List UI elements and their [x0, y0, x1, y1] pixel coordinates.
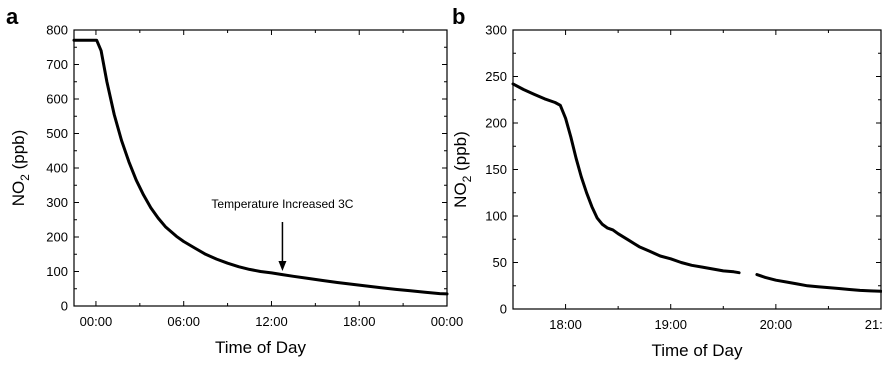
y-tick-label: 150 — [485, 162, 507, 177]
y-tick-label: 600 — [46, 92, 68, 107]
annotation-text: Temperature Increased 3C — [211, 197, 353, 211]
panel-letter-b: b — [452, 4, 465, 29]
y-axis-title: NO2 (ppb) — [9, 130, 32, 207]
panel-letter-a: a — [6, 4, 19, 29]
x-tick-label: 12:00 — [255, 314, 288, 329]
x-tick-label: 18:00 — [549, 317, 582, 332]
panel-a: a 0 100 200 300 400 500 600 700 800 00:00 06:00 12:0… — [6, 4, 463, 357]
annotation-arrow-head — [278, 260, 287, 271]
y-tick-label: 400 — [46, 161, 68, 176]
y-tick-label: 700 — [46, 57, 68, 72]
y-tick-label: 100 — [46, 264, 68, 279]
x-tick-label: 19:00 — [654, 317, 687, 332]
x-tick-label: 18:00 — [343, 314, 376, 329]
series-line-2 — [755, 273, 882, 293]
y-tick-label: 800 — [46, 23, 68, 38]
y-axis-title-sub: 2 — [460, 175, 474, 182]
y-axis-title: NO2 (ppb) — [451, 131, 474, 208]
x-axis-title: Time of Day — [215, 338, 307, 357]
y-tick-label: 300 — [485, 23, 507, 38]
y-tick-label: 500 — [46, 126, 68, 141]
y-tick-label: 0 — [500, 302, 507, 317]
y-axis-title-main: NO — [451, 182, 470, 208]
y-tick-label: 200 — [485, 116, 507, 131]
y-tick-label: 300 — [46, 195, 68, 210]
y-tick-label: 200 — [46, 230, 68, 245]
y-axis-title-rest: (ppb) — [9, 130, 28, 174]
x-tick-label: 06:00 — [167, 314, 200, 329]
y-axis-title-rest: (ppb) — [451, 131, 470, 175]
x-tick-label: 00:00 — [431, 314, 464, 329]
x-tick-label: 20:00 — [760, 317, 793, 332]
x-tick-label: 00:00 — [80, 314, 113, 329]
panel-b: b 0 50 100 150 200 250 300 18:00 19:00 20:00 21:00 T… — [451, 4, 882, 360]
y-tick-label: 50 — [493, 255, 507, 270]
y-tick-label: 250 — [485, 69, 507, 84]
x-tick-label: 21:00 — [865, 317, 882, 332]
series-line-1 — [72, 38, 449, 296]
series-line-1 — [511, 82, 741, 275]
y-tick-label: 0 — [61, 299, 68, 314]
y-axis-title-sub: 2 — [18, 174, 32, 181]
y-axis-title-main: NO — [9, 181, 28, 207]
x-axis-title: Time of Day — [651, 341, 743, 360]
y-tick-label: 100 — [485, 209, 507, 224]
